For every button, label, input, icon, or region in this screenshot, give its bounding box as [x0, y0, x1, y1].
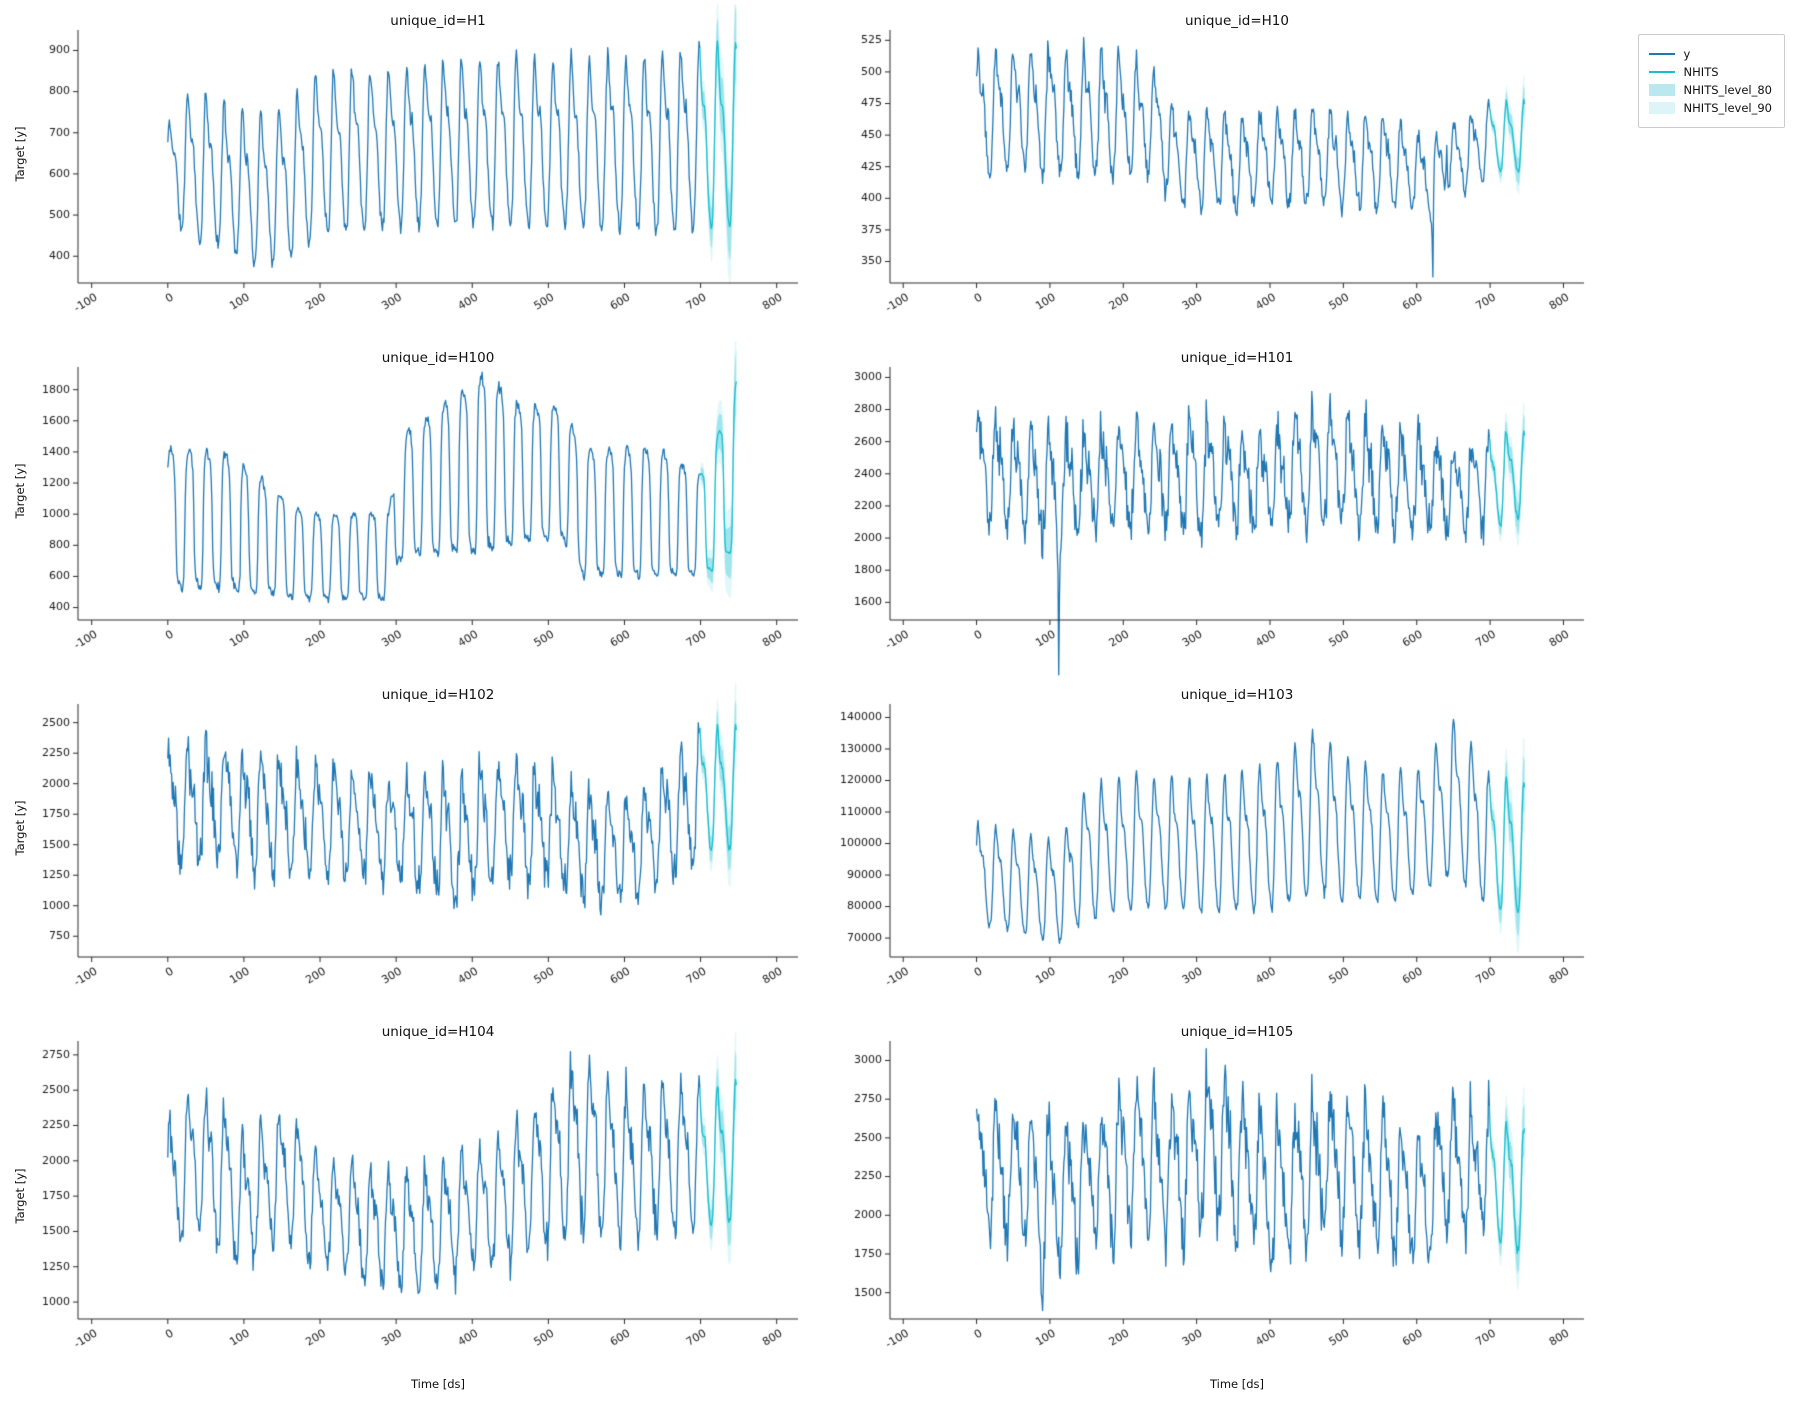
y-axis-label: Target [y] — [13, 1168, 27, 1224]
plot-title: unique_id=H103 — [1180, 687, 1294, 703]
y-axis-label: Target [y] — [13, 800, 27, 856]
x-axis-label: Time [ds] — [1209, 1377, 1265, 1391]
y-axis-label: Target [y] — [13, 126, 27, 182]
legend-label: NHITS — [1683, 65, 1719, 79]
chart-canvas-H105 — [812, 1015, 1598, 1377]
plot-title: unique_id=H1 — [390, 13, 486, 29]
x-axis-label: Time [ds] — [410, 1377, 466, 1391]
subplot-H10: unique_id=H10 — [812, 4, 1598, 341]
subplot-H1: unique_id=H1 Target [y] — [0, 4, 812, 341]
chart-canvas-H103 — [812, 678, 1598, 1015]
legend: y NHITS NHITS_level_80 NHITS_level_90 — [1637, 34, 1785, 128]
legend-label: NHITS_level_80 — [1683, 83, 1772, 97]
legend-label: y — [1683, 47, 1691, 61]
subplot-H103: unique_id=H103 — [812, 678, 1598, 1015]
chart-canvas-H1 — [0, 4, 812, 341]
chart-canvas-H100 — [0, 341, 812, 678]
y-axis-label: Target [y] — [13, 463, 27, 519]
legend-patch-swatch-level-90 — [1648, 102, 1675, 114]
subplot-H105: unique_id=H105 Time [ds] — [812, 1015, 1598, 1411]
plot-title: unique_id=H105 — [1180, 1024, 1294, 1040]
subplot-H100: unique_id=H100 Target [y] — [0, 341, 812, 678]
legend-item-nhits: NHITS — [1648, 65, 1772, 79]
legend-line-swatch-y — [1648, 53, 1675, 55]
plot-title: unique_id=H101 — [1180, 350, 1294, 366]
legend-item-nhits-level-90: NHITS_level_90 — [1648, 101, 1772, 115]
legend-item-y: y — [1648, 47, 1772, 61]
legend-patch-swatch-level-80 — [1648, 84, 1675, 96]
chart-canvas-H10 — [812, 4, 1598, 341]
plot-title: unique_id=H10 — [1184, 13, 1289, 29]
chart-canvas-H101 — [812, 341, 1598, 678]
chart-canvas-H104 — [0, 1015, 812, 1377]
plot-title: unique_id=H104 — [381, 1024, 495, 1040]
legend-item-nhits-level-80: NHITS_level_80 — [1648, 83, 1772, 97]
legend-label: NHITS_level_90 — [1683, 101, 1772, 115]
legend-line-swatch-nhits — [1648, 71, 1675, 73]
plot-title: unique_id=H100 — [381, 350, 495, 366]
subplot-H102: unique_id=H102 Target [y] — [0, 678, 812, 1015]
subplot-H101: unique_id=H101 — [812, 341, 1598, 678]
subplot-H104: unique_id=H104 Target [y] Time [ds] — [0, 1015, 812, 1411]
plot-title: unique_id=H102 — [381, 687, 495, 703]
chart-canvas-H102 — [0, 678, 812, 1015]
